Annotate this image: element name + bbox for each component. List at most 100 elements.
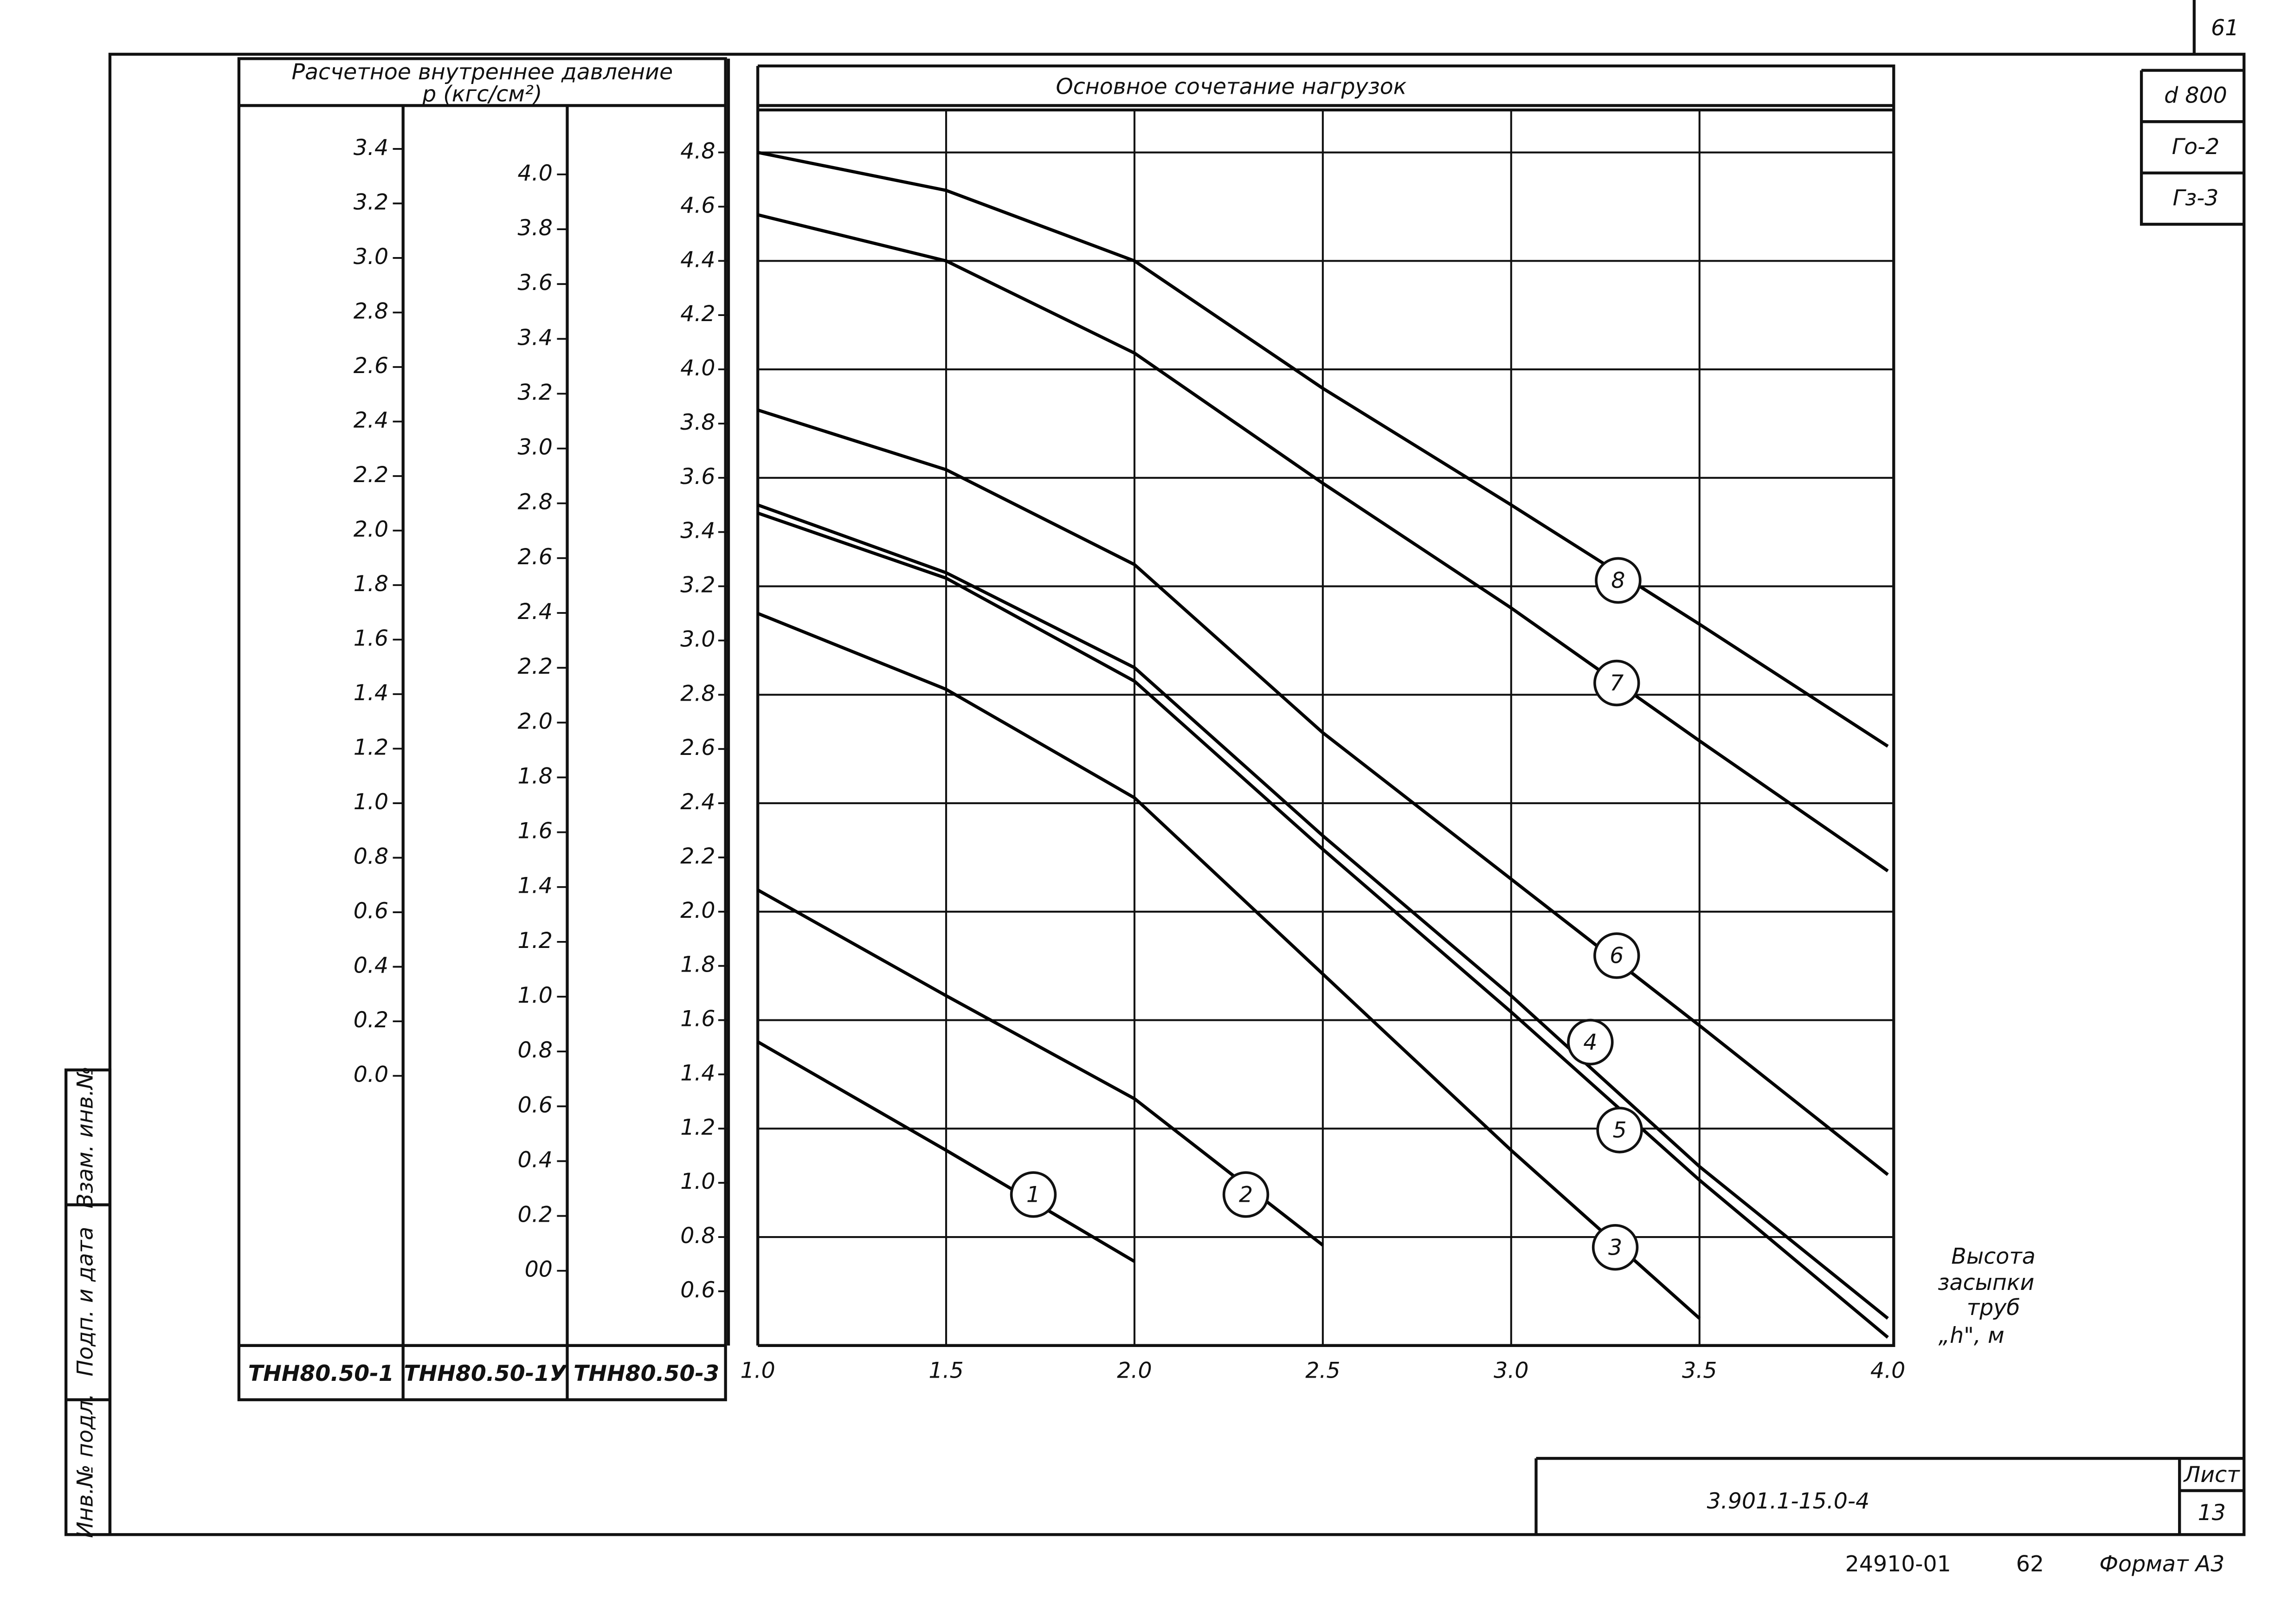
scale-tick-label: 0.6 [354, 898, 388, 924]
scale-tick-label: 1.2 [354, 735, 388, 760]
scale-tick-label: 2.8 [518, 490, 553, 515]
x-tick-label: 2.5 [1305, 1358, 1340, 1384]
y-tick-label: 2.8 [680, 681, 715, 706]
y-tick-label: 3.0 [680, 626, 715, 652]
curve-tag [1593, 659, 1640, 707]
x-label: засыпки [1938, 1270, 2034, 1295]
scale-tick-label: 3.4 [354, 135, 388, 161]
scale-tick-label: 2.2 [354, 462, 388, 488]
y-tick-label: 2.2 [680, 844, 715, 869]
y-tick-label: 4.4 [680, 247, 715, 272]
scale-tick-label: 3.8 [518, 215, 553, 241]
y-tick-label: 4.2 [680, 301, 715, 327]
curve-tag [1596, 1107, 1643, 1154]
y-tick-label: 1.0 [680, 1169, 715, 1194]
x-tick-label: 2.0 [1117, 1358, 1152, 1384]
scale-caption: ТНН80.50-1 [248, 1361, 394, 1386]
legend-label: 8 [1611, 568, 1625, 593]
y-label: Расчетное внутреннее давление [291, 59, 673, 85]
scale-tick-label: 4.0 [518, 161, 553, 186]
x-tick-label: 1.0 [740, 1358, 775, 1384]
scale-caption: ТНН80.50-1У [404, 1361, 567, 1386]
scale-tick-label: 2.6 [518, 544, 553, 570]
stamp-box [64, 1068, 112, 1536]
scale-tick-label: 1.8 [518, 763, 553, 789]
scale-tick-label: 1.6 [518, 818, 553, 844]
legend-label: 6 [1610, 943, 1624, 969]
series-line [757, 511, 1889, 1339]
legend-label: 2 [1239, 1182, 1253, 1208]
curve-tag [1593, 932, 1640, 979]
y-tick-label: 2.6 [680, 735, 715, 760]
scale-tick-label: 1.8 [354, 571, 388, 597]
y-tick-label: 4.0 [680, 355, 715, 381]
scale-tick-label: 0.8 [354, 844, 388, 870]
series-line [757, 1040, 1135, 1263]
scale-tick-label: 1.6 [354, 626, 388, 651]
scale-tick-label: 0.4 [518, 1147, 553, 1173]
g0-value: Го-2 [2172, 134, 2220, 160]
scale-tick-label: 0.8 [518, 1038, 553, 1063]
legend-label: 1 [1026, 1182, 1040, 1208]
stamp-text: Инв.№ подл. [72, 1393, 98, 1538]
x-label: „h", м [1939, 1323, 2004, 1348]
plot-frame [727, 58, 1895, 1347]
scale-tick-label: 2.8 [354, 298, 388, 324]
scale-caption: ТНН80.50-3 [574, 1361, 719, 1386]
scale-tick-label: 00 [525, 1257, 553, 1282]
series-line [757, 503, 1889, 1320]
series-line [757, 213, 1889, 873]
y-tick-label: 1.6 [680, 1006, 715, 1032]
y-tick-label: 2.4 [680, 789, 715, 815]
y-tick-label: 3.6 [680, 464, 715, 490]
scale-tick-label: 2.4 [518, 599, 553, 625]
scale-tick-label: 0.4 [354, 953, 388, 979]
scale-tick-label: 3.6 [518, 270, 553, 296]
y-tick-label: 0.8 [680, 1223, 715, 1249]
y-tick-label: 3.2 [680, 573, 715, 598]
scale-tick-label: 1.4 [518, 873, 553, 899]
scale-tick-label: 1.4 [354, 680, 388, 706]
scale-tick-label: 0.0 [354, 1062, 388, 1088]
legend-label: 7 [1610, 670, 1624, 696]
y-label: р (кгс/см²) [422, 81, 542, 107]
legend-label: 3 [1608, 1235, 1622, 1260]
series-line [757, 612, 1701, 1320]
curve-tag [1222, 1171, 1270, 1218]
y-tick-label: 1.2 [680, 1115, 715, 1140]
sheet-number: 13 [2198, 1500, 2226, 1526]
y-tick-label: 4.6 [680, 193, 715, 218]
page-number: 62 [2016, 1552, 2044, 1577]
legend-label: 4 [1583, 1030, 1597, 1055]
chart-title: Основное сочетание нагрузок [1056, 74, 1406, 100]
sheet-frame [108, 52, 2246, 1536]
x-tick-label: 4.0 [1870, 1358, 1905, 1384]
scale-tick-label: 2.0 [518, 709, 553, 734]
x-label: Высота [1951, 1244, 2036, 1269]
document-code: 3.901.1-15.0-4 [1707, 1489, 1869, 1514]
scale-tick-label: 2.4 [354, 407, 388, 433]
scale-tick-label: 0.2 [518, 1202, 553, 1228]
scale-tick-label: 3.2 [518, 380, 553, 405]
legend-label: 5 [1612, 1118, 1626, 1143]
g3-value: Гз-3 [2173, 186, 2219, 211]
corner-number: 61 [2211, 15, 2239, 41]
series-line [757, 151, 1889, 748]
y-tick-label: 0.6 [680, 1277, 715, 1303]
format: Формат А3 [2099, 1552, 2224, 1577]
scale-tick-label: 3.0 [518, 435, 553, 460]
scale-tick-label: 2.2 [518, 654, 553, 679]
sheet-label: Лист [2183, 1462, 2240, 1488]
curve-tag [1592, 1224, 1639, 1271]
y-tick-label: 2.0 [680, 898, 715, 923]
scale-tick-label: 1.0 [354, 789, 388, 815]
x-label: труб [1967, 1295, 2020, 1321]
stamp-text: Взам. инв.№ [72, 1066, 98, 1209]
y-tick-label: 3.8 [680, 410, 715, 435]
scale-tick-label: 0.6 [518, 1092, 553, 1118]
scale-tick-label: 3.2 [354, 189, 388, 215]
pressure-table [237, 57, 727, 1401]
diameter: d 800 [2164, 83, 2227, 108]
series-line [757, 408, 1889, 1176]
